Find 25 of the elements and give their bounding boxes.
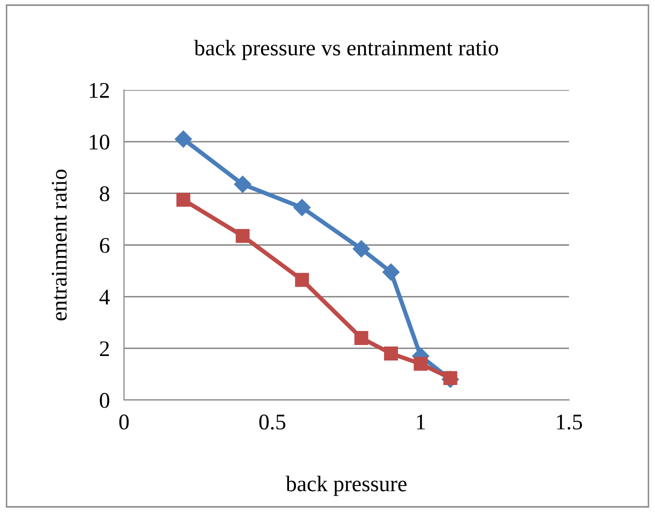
- x-tick-label: 0: [119, 414, 129, 430]
- point: [176, 192, 190, 207]
- point: [174, 130, 192, 148]
- x-tick-label: 1.5: [557, 414, 582, 430]
- point: [352, 240, 370, 258]
- y-tick-label: 10: [90, 134, 110, 150]
- y-axis-title: entrainment ratio: [52, 170, 67, 320]
- y-tick-label: 8: [100, 186, 110, 202]
- point: [295, 272, 309, 287]
- chart-title: back pressure vs entrainment ratio: [194, 40, 498, 60]
- point: [382, 264, 400, 281]
- y-tick-label: 2: [100, 341, 109, 356]
- y-tick-label: 0: [100, 392, 110, 408]
- point: [354, 331, 368, 345]
- x-tick-label: 0.5: [259, 414, 286, 430]
- point: [293, 198, 311, 216]
- point: [234, 176, 252, 193]
- point: [236, 229, 250, 243]
- point: [414, 356, 428, 371]
- point: [384, 346, 398, 360]
- y-tick-label: 12: [90, 82, 109, 98]
- y-tick-label: 6: [100, 238, 110, 253]
- x-axis-title: back pressure: [286, 476, 406, 496]
- x-tick-label: 1: [417, 414, 425, 430]
- y-tick-label: 4: [99, 290, 110, 304]
